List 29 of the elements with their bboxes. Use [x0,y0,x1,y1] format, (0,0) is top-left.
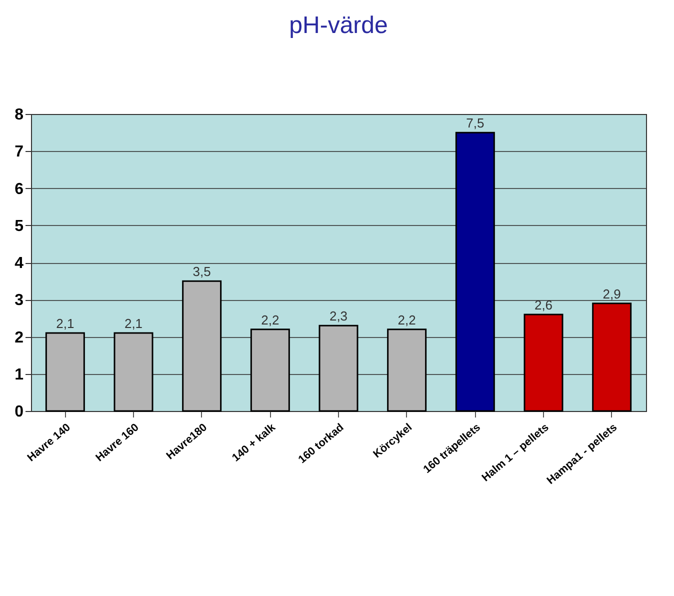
bar [114,332,154,412]
y-tick-label: 2 [14,329,24,346]
bar [592,302,632,412]
data-label: 2,2 [261,312,280,328]
y-tick-label: 8 [14,106,24,124]
y-tick-label: 1 [14,366,24,384]
bar [524,314,564,412]
chart-title: pH-värde [289,12,388,39]
y-tick-label: 6 [14,180,24,198]
y-tick-label: 3 [14,292,24,310]
bar [45,332,85,412]
data-label: 3,5 [192,264,211,280]
data-label: 7,5 [466,116,484,131]
bar [318,324,358,412]
x-tick-label: 140 + kalk [230,420,279,464]
data-label: 2,2 [398,312,416,328]
bar [182,280,222,412]
bar [250,328,290,412]
bar [387,328,427,412]
data-label: 2,9 [602,286,621,302]
data-label: 2,1 [124,316,143,332]
y-tick-label: 4 [14,255,24,272]
data-label: 2,3 [329,308,348,324]
y-tick-label: 0 [14,404,24,420]
bar [455,132,495,412]
y-tick-label: 5 [14,218,24,235]
data-label: 2,6 [534,297,553,312]
y-tick-label: 7 [14,144,24,161]
data-label: 2,1 [56,316,74,332]
